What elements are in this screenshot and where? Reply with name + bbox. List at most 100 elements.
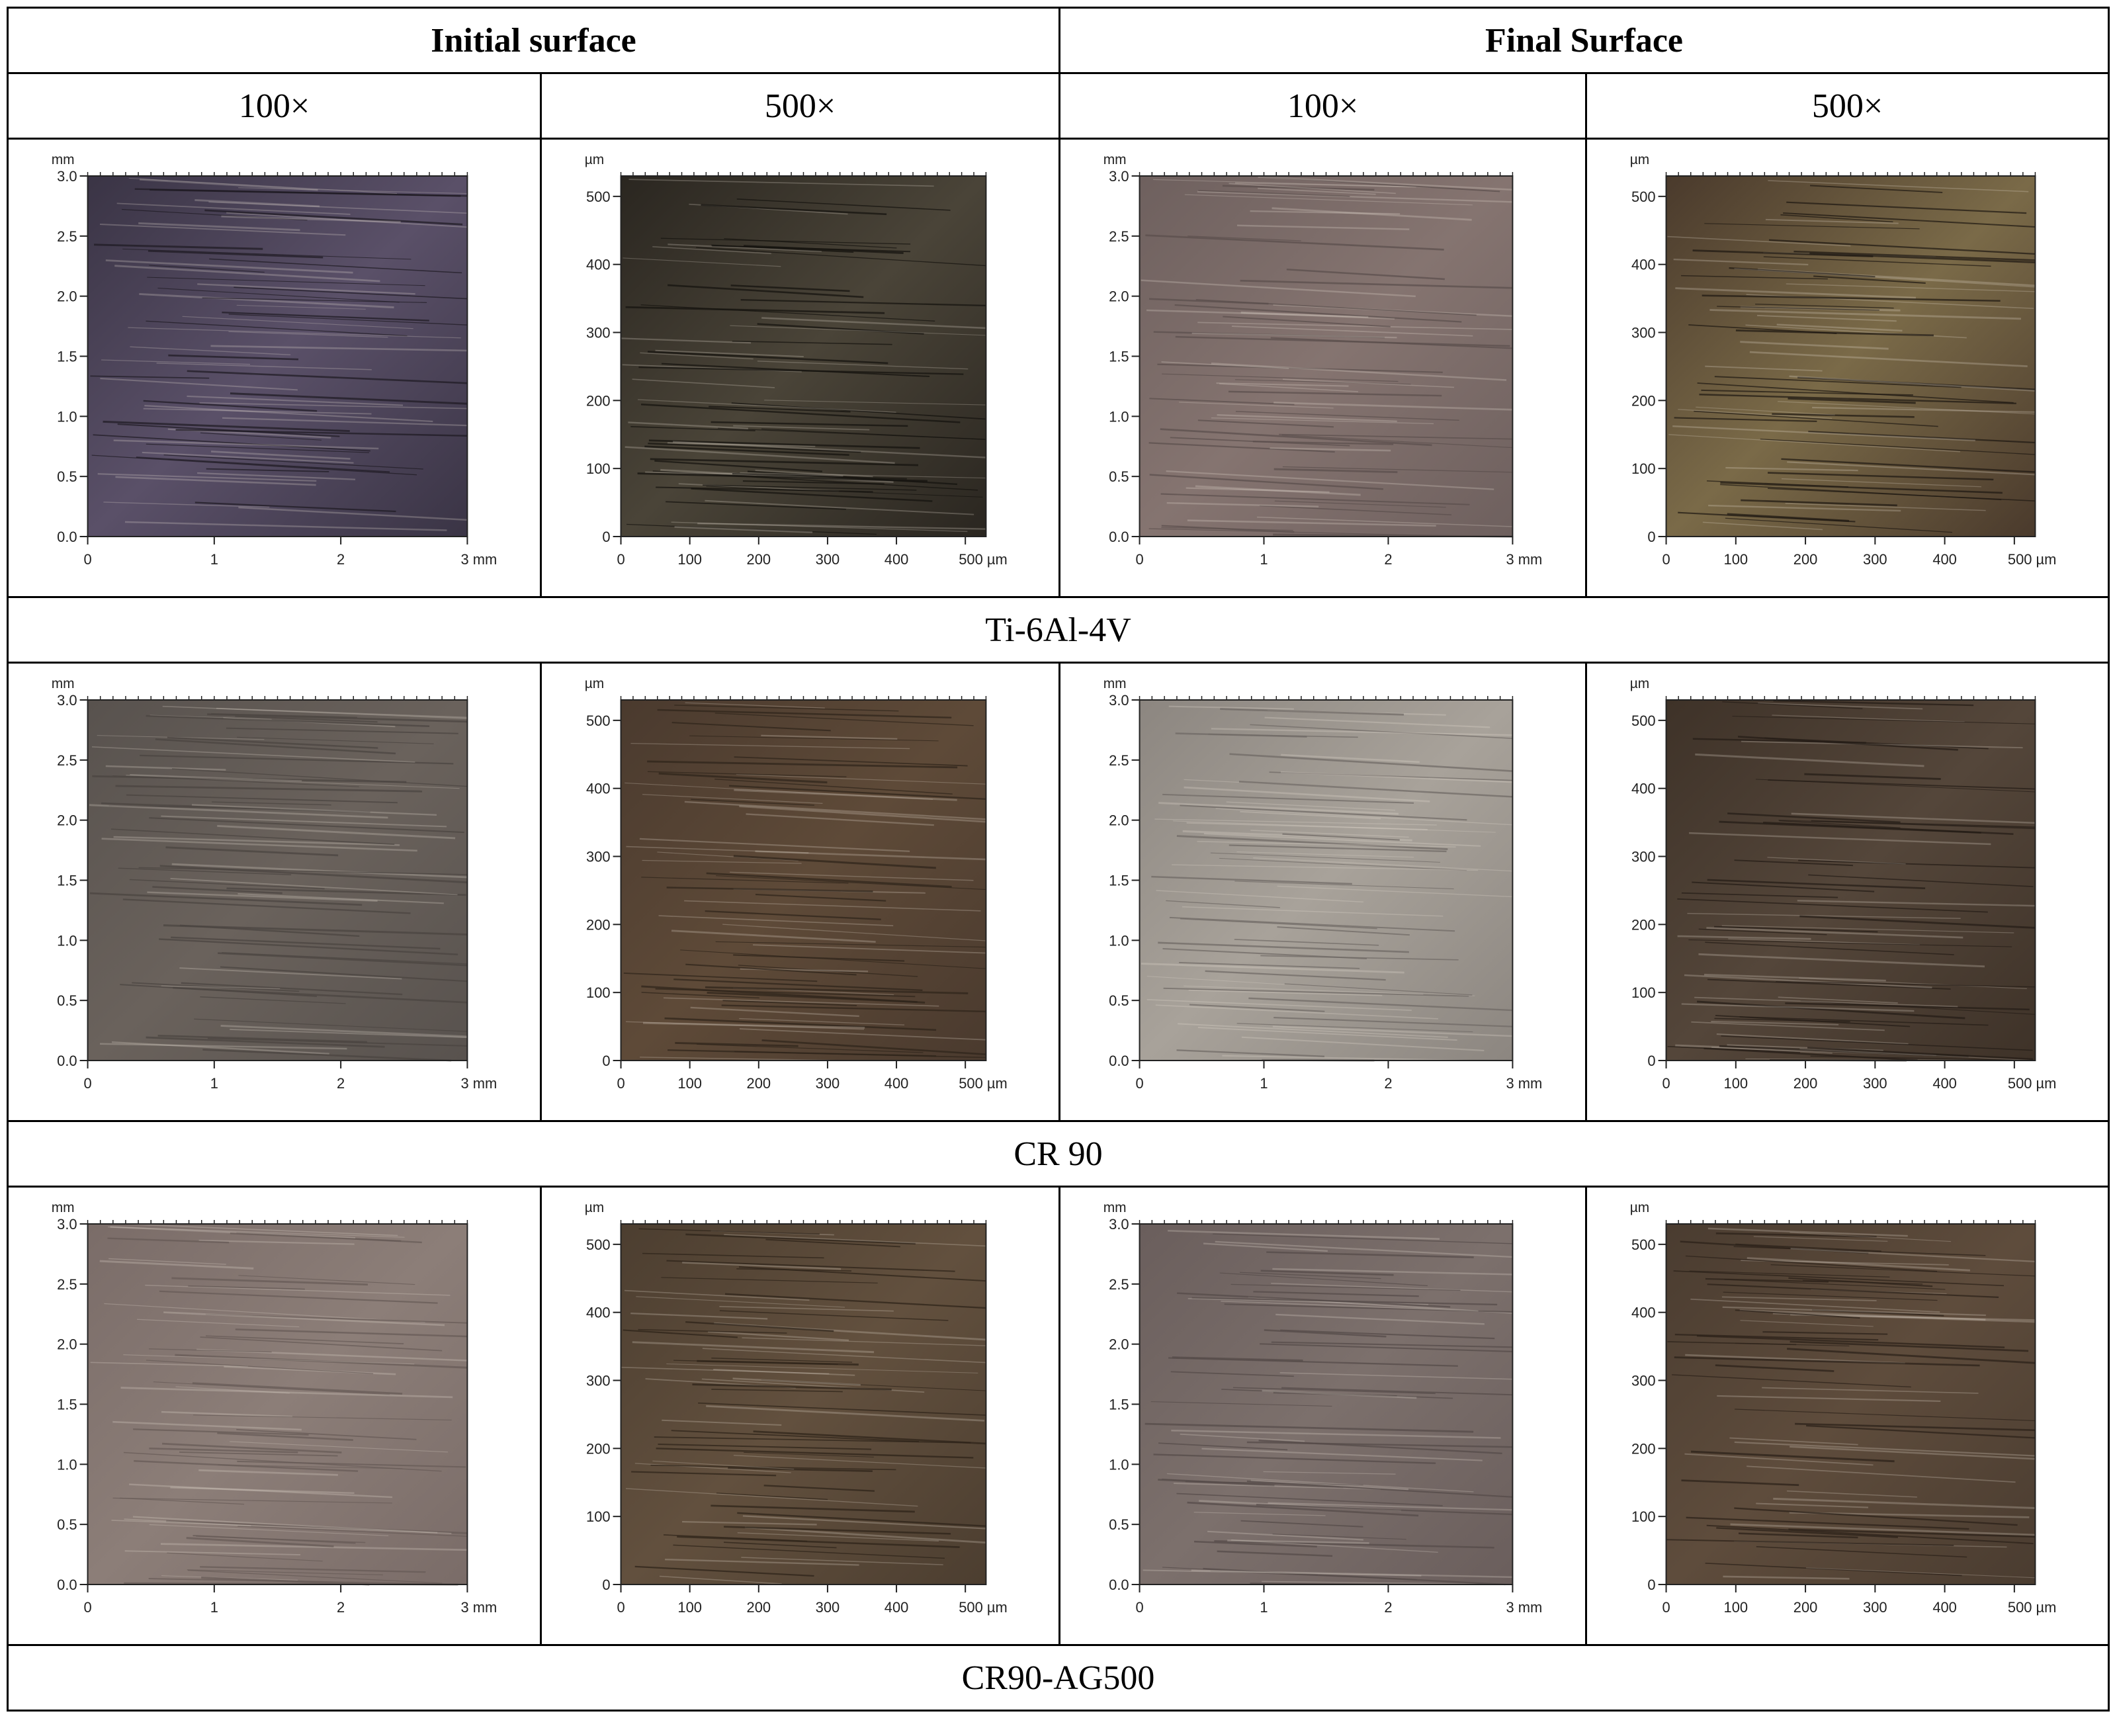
x-tick-label: 100 — [1724, 1599, 1748, 1616]
y-tick-label: 0.5 — [1109, 1516, 1129, 1533]
axis-unit-label: mm — [52, 1200, 75, 1215]
x-tick-label: 300 — [1863, 551, 1887, 568]
y-tick-label: 200 — [586, 1440, 611, 1457]
micrograph-cell: µm 500 400 300 200 100 0 0 100 200 300 400 500 µm — [1584, 1186, 2110, 1646]
x-tick-label: 0 — [1135, 1599, 1143, 1616]
y-tick-label: 1.5 — [1109, 872, 1129, 889]
x-tick-label: 500 µm — [2008, 551, 2056, 568]
y-tick-label: 2.0 — [1109, 1336, 1129, 1353]
micrograph-cr90-final-500: µm 500 400 300 200 100 00 100 200 300 400 500 µm — [1630, 676, 2057, 1092]
micrograph-surface — [1139, 176, 1513, 537]
micrograph-ti-final-500: µm 500 400 300 200 100 00 100 200 300 400 500 µm — [1630, 152, 2057, 568]
x-tick-label: 200 — [747, 551, 771, 568]
y-tick-label: 0.0 — [57, 529, 77, 545]
scratch-texture — [90, 1223, 468, 1586]
y-tick-label: 300 — [1631, 1372, 1656, 1389]
final-surface-header: Final Surface — [1058, 7, 2110, 74]
y-tick-label: 200 — [586, 916, 611, 933]
y-tick-label: 400 — [1631, 781, 1656, 797]
x-tick-label: 3 mm — [1506, 551, 1542, 568]
x-tick-label: 500 µm — [959, 551, 1007, 568]
micrograph-cell: µm 500 400 300 200 100 0 0 100 200 300 400 500 µm — [540, 662, 1060, 1122]
y-tick-label: 0 — [602, 529, 610, 545]
x-tick-label: 400 — [1932, 551, 1957, 568]
y-tick-label: 0 — [1647, 1577, 1655, 1593]
scratch-texture — [1666, 1227, 2036, 1580]
axis-unit-label: µm — [585, 152, 604, 167]
x-tick-label: 0 — [83, 1599, 91, 1616]
x-tick-label: 100 — [1724, 551, 1748, 568]
micrograph-cell: µm 500 400 300 200 100 0 0 100 200 300 400 500 µm — [540, 1186, 1060, 1646]
y-tick-label: 0 — [602, 1053, 610, 1069]
x-tick-label: 300 — [816, 551, 840, 568]
y-tick-label: 1.5 — [57, 872, 77, 889]
y-tick-label: 500 — [586, 713, 611, 729]
x-tick-label: 100 — [677, 1599, 702, 1616]
y-tick-label: 500 — [586, 1237, 611, 1253]
y-tick-label: 1.0 — [1109, 932, 1129, 949]
x-tick-label: 300 — [1863, 1599, 1887, 1616]
axis-unit-label: µm — [1630, 676, 1649, 691]
y-tick-label: 2.0 — [57, 812, 77, 829]
axis-unit-label: mm — [1103, 676, 1127, 691]
axis-unit-label: µm — [585, 676, 604, 691]
scratch-texture — [90, 177, 468, 531]
x-tick-label: 3 mm — [460, 1599, 497, 1616]
x-tick-label: 2 — [1384, 1599, 1392, 1616]
x-tick-label: 0 — [617, 551, 625, 568]
y-tick-label: 1.0 — [57, 932, 77, 949]
axis-unit-label: mm — [52, 152, 75, 167]
x-tick-label: 500 µm — [959, 1075, 1007, 1092]
y-tick-label: 300 — [586, 848, 611, 865]
micrograph-surface — [1666, 176, 2036, 537]
micrograph-cell: µm 500 400 300 200 100 0 0 100 200 300 400 500 µm — [1584, 662, 2110, 1122]
axis-unit-label: mm — [1103, 152, 1127, 167]
y-tick-label: 0 — [602, 1577, 610, 1593]
x-tick-label: 1 — [210, 1075, 218, 1092]
y-tick-label: 300 — [586, 324, 611, 341]
micrograph-cell: µm 500 400 300 200 100 0 0 100 200 300 400 500 µm — [540, 138, 1060, 598]
scratch-texture — [621, 1228, 986, 1584]
y-tick-label: 0.5 — [57, 468, 77, 485]
material-label-ti6al4v: Ti-6Al-4V — [6, 596, 2110, 664]
material-label-cr90: CR 90 — [6, 1120, 2110, 1188]
y-tick-label: 3.0 — [57, 168, 77, 185]
y-tick-label: 1.0 — [1109, 1456, 1129, 1473]
scratch-texture — [623, 702, 986, 1061]
y-tick-label: 0.0 — [1109, 1577, 1129, 1593]
axis-unit-label: µm — [1630, 152, 1649, 167]
axis-unit-label: µm — [585, 1200, 604, 1215]
x-tick-label: 1 — [210, 1599, 218, 1616]
y-tick-label: 0.5 — [57, 1516, 77, 1533]
x-tick-label: 100 — [677, 551, 702, 568]
mag-header-final-100: 100× — [1058, 72, 1587, 140]
micrograph-cr90-initial-100: mm3.0 2.5 2.0 1.5 1.0 0.5 0.0 0 1 2 3 mm — [52, 676, 497, 1092]
y-tick-label: 2.5 — [1109, 752, 1129, 769]
y-tick-label: 100 — [586, 1508, 611, 1525]
y-tick-label: 400 — [586, 781, 611, 797]
micrograph-table: Initial surface Final Surface 100× 500× … — [6, 7, 2110, 1712]
y-tick-label: 2.0 — [1109, 812, 1129, 829]
scratch-texture — [621, 179, 986, 535]
micrograph-cr90ag500-initial-100: mm3.0 2.5 2.0 1.5 1.0 0.5 0.0 0 1 2 3 mm — [52, 1200, 497, 1616]
y-tick-label: 100 — [1631, 460, 1656, 477]
x-tick-label: 0 — [1135, 551, 1143, 568]
x-tick-label: 400 — [1932, 1599, 1957, 1616]
scratch-texture — [1141, 176, 1513, 538]
x-tick-label: 1 — [210, 551, 218, 568]
scratch-texture — [89, 705, 468, 1062]
y-tick-label: 500 — [586, 189, 611, 205]
x-tick-label: 1 — [1260, 551, 1268, 568]
micrograph-cell: mm 3.0 2.5 2.0 1.5 1.0 0.5 0.0 0 1 2 3 mm — [7, 1186, 542, 1646]
y-tick-label: 3.0 — [1109, 1216, 1129, 1233]
x-tick-label: 300 — [816, 1599, 840, 1616]
y-tick-label: 1.5 — [1109, 348, 1129, 365]
x-tick-label: 500 µm — [2008, 1599, 2056, 1616]
x-tick-label: 400 — [885, 551, 909, 568]
y-tick-label: 2.0 — [57, 1336, 77, 1353]
x-tick-label: 1 — [1260, 1075, 1268, 1092]
x-tick-label: 400 — [885, 1599, 909, 1616]
micrograph-cell: mm 3.0 2.5 2.0 1.5 1.0 0.5 0.0 0 1 2 3 mm — [7, 138, 542, 598]
y-tick-label: 1.5 — [1109, 1396, 1129, 1412]
y-tick-label: 2.5 — [57, 752, 77, 769]
